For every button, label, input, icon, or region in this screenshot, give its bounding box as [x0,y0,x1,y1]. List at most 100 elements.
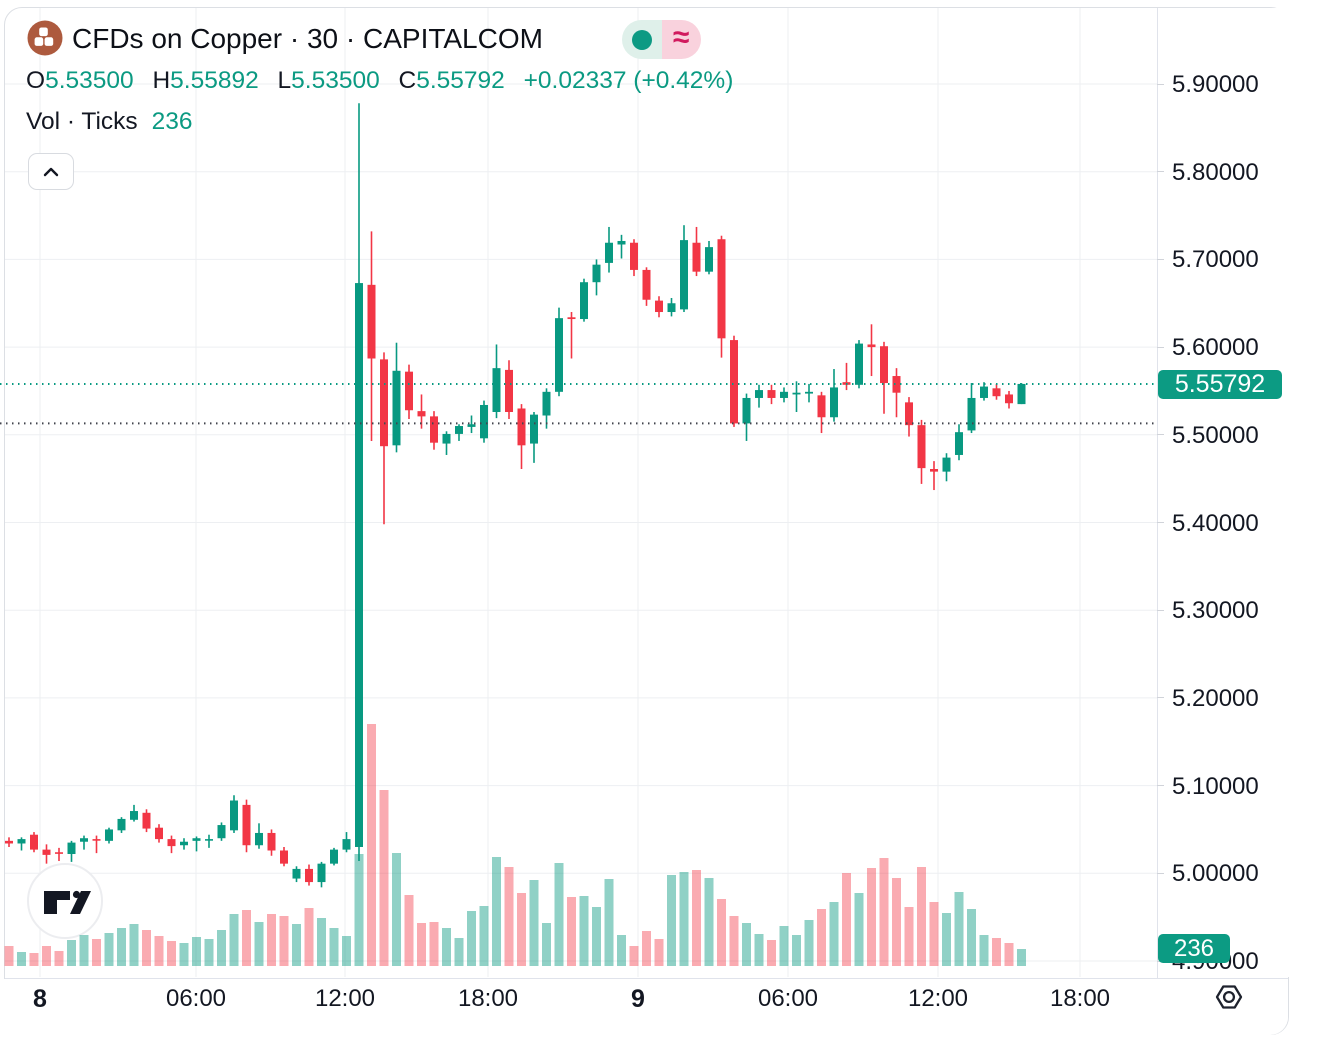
volume-bar [592,907,601,966]
candle-body [142,812,151,829]
delayed-data-indicator[interactable]: ≈ [661,20,701,59]
chart-canvas[interactable] [0,0,1157,978]
candle-body [955,432,963,455]
price-axis[interactable]: 5.90000 5.80000 5.70000 5.60000 5.50000 5.400… [1157,8,1318,977]
status-dot-icon [631,29,652,50]
candle-body [855,343,863,385]
candle-body [317,863,326,883]
volume-bar [54,951,64,966]
volume-bar [779,926,789,966]
time-axis[interactable]: 8 06:00 12:00 18:00 9 06:00 12:00 18:00 [0,979,1288,1035]
close-label: C [398,67,417,94]
price-axis-tick [1157,83,1164,85]
candle-body [80,838,88,842]
candle-body [880,346,888,384]
market-open-indicator[interactable] [622,20,662,59]
time-axis-separator [5,978,1288,979]
volume-bar [454,938,464,966]
approx-icon: ≈ [673,20,690,54]
change-value: +0.02337 (+0.42%) [523,67,734,94]
price-axis-tick [1157,609,1164,611]
candle-body [492,368,501,412]
candle-body [967,397,976,431]
volume-bar [42,946,51,966]
volume-bar [742,923,751,966]
candle-body [567,317,576,320]
volume-bar [92,939,101,966]
time-axis-label: 12:00 [314,985,376,1012]
low-label: L [277,67,292,94]
candle-body [105,829,113,841]
volume-bar [967,909,976,966]
volume-readout: Vol · Ticks 236 [26,108,193,136]
price-axis-label: 5.80000 [1172,158,1259,186]
volume-bar [467,911,476,966]
volume-bar [767,940,776,966]
volume-bar [867,868,876,966]
volume-bar [517,893,526,966]
volume-bar [617,935,626,966]
candle-body [92,839,101,841]
volume-bar [292,924,301,966]
price-axis-tick [1157,697,1164,699]
copper-symbol-icon [27,20,63,56]
volume-bar [679,872,689,966]
candle-body [480,404,488,439]
high-label: H [152,67,171,94]
candle-body [530,414,538,444]
volume-bar [117,928,126,966]
chevron-up-icon [43,167,59,176]
volume-bar [304,908,314,966]
candle-body [642,269,651,300]
candle-body [655,300,663,313]
volume-bar [4,946,14,966]
candle-body [805,391,813,394]
candle-body [592,264,601,283]
volume-bar [367,724,376,966]
volume-bar [904,907,914,966]
candle-body [867,344,876,348]
candle-body [580,282,588,320]
tradingview-logo-slash [70,891,91,914]
volume-bar [242,910,251,966]
symbol-title[interactable]: CFDs on Copper · 30 · CAPITALCOM [72,23,543,54]
volume-bar [442,928,451,966]
market-status-toggle[interactable]: ≈ [622,20,701,59]
price-axis-label: 5.40000 [1172,509,1259,537]
volume-bar [379,790,389,966]
collapse-legend-button[interactable] [28,153,74,190]
volume-bar [642,931,651,966]
volume-bar [554,863,564,966]
candle-body [680,240,688,310]
candle-body [405,371,413,411]
candle-body [230,800,238,831]
volume-bar [429,922,439,966]
candle-body [155,827,163,840]
candle-body [905,402,913,426]
candle-body [42,849,51,855]
candle-body [355,283,363,847]
candle-body [30,834,38,850]
volume-bar [404,895,414,966]
volume-bar [179,943,189,966]
candle-body [505,369,513,412]
price-axis-tick [1157,171,1164,173]
volume-bar [254,922,264,966]
volume-bar [204,939,214,966]
candle-body [1017,383,1026,405]
candle-body [667,303,676,313]
volume-bar [67,940,76,966]
tradingview-watermark-icon [27,863,103,939]
pane-settings-icon[interactable] [1212,981,1246,1013]
candle-body [292,868,301,879]
candle-body [792,392,801,395]
volume-bar [879,858,889,966]
candle-body [392,370,401,446]
price-axis-label: 5.90000 [1172,71,1259,98]
candle-body [617,240,626,245]
candle-body [717,239,726,339]
candle-body [442,433,451,444]
volume-bar [17,952,26,966]
candle-body [555,318,563,392]
candle-body [630,242,638,270]
